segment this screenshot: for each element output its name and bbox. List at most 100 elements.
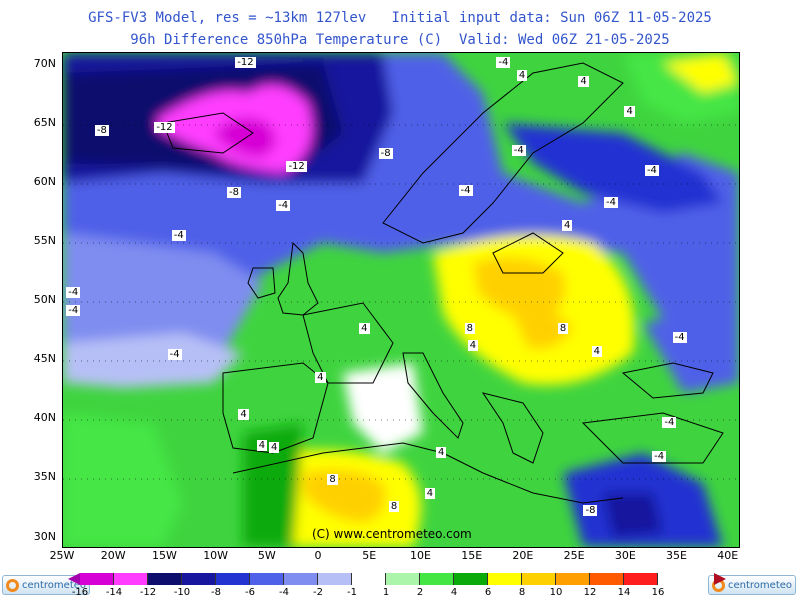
color-scale-tick-label: 8 [518, 587, 526, 598]
central-europe-orange-core [473, 257, 566, 323]
contour-label: -4 [662, 417, 677, 429]
contour-label: 8 [388, 501, 400, 512]
mediterranean-cold-pocket [343, 363, 423, 453]
brand-logo-left: centrometeo [2, 575, 90, 595]
longitude-label: 20W [100, 549, 126, 562]
field-shading [63, 53, 739, 547]
color-swatch [148, 573, 182, 585]
color-scale-tick-label: 6 [484, 587, 492, 598]
latitude-label: 70N [33, 56, 56, 70]
color-scale-tick-label: 10 [549, 587, 563, 598]
longitude-label: 30E [614, 549, 636, 562]
contour-label: 4 [359, 322, 370, 334]
longitude-label: 25W [49, 549, 75, 562]
color-scale-tick-label: -10 [173, 587, 191, 598]
warm-ring-west [63, 413, 183, 547]
coastline-black-sea [621, 362, 714, 399]
longitude-label: 20E [512, 549, 534, 562]
contour-label: -8 [583, 504, 598, 516]
color-swatch [522, 573, 556, 585]
contour-label: -4 [511, 145, 526, 157]
longitude-label: 10W [203, 549, 229, 562]
contour-label: -8 [378, 147, 393, 159]
brand-name-right: centrometeo [728, 579, 793, 591]
coastline-iceland [162, 112, 254, 154]
latitude-label: 45N [33, 352, 56, 366]
color-swatch [420, 573, 454, 585]
contour-label: 4 [269, 441, 280, 453]
color-swatch [114, 573, 148, 585]
color-scale-tick-label: -8 [211, 587, 221, 598]
warm-ring [243, 423, 303, 547]
contour-label: -4 [276, 199, 291, 211]
contour-label: 4 [561, 219, 573, 231]
latitude-label: 30N [33, 529, 56, 543]
contour-label: -4 [66, 287, 81, 299]
longitude-label: 35E [666, 549, 687, 562]
contour-label: -12 [154, 121, 175, 133]
contour-label: 4 [315, 372, 326, 384]
latitude-label: 50N [33, 293, 56, 307]
coastline-balkans-greece [481, 392, 544, 464]
longitude-label: 5E [362, 549, 377, 562]
latitude-label: 40N [33, 411, 56, 425]
longitude-label: 15W [151, 549, 177, 562]
color-scale-tick-label: 14 [617, 587, 631, 598]
scandinavia-yellow-pocket [663, 53, 739, 93]
color-swatch [590, 573, 624, 585]
color-scale-tick-label: 2 [416, 587, 424, 598]
color-scale-tick-label: -6 [245, 587, 255, 598]
latitude-label: 55N [33, 234, 56, 248]
longitude-label: 25E [563, 549, 585, 562]
color-scale-tick-label: 1 [382, 587, 390, 598]
map-canvas [63, 53, 739, 547]
color-swatch [182, 573, 216, 585]
coastline-turkey [581, 412, 724, 464]
color-scale-tick-label: 4 [450, 587, 458, 598]
east-europe-cold-pocket [503, 123, 723, 213]
coastline-france [302, 302, 394, 384]
longitude-label: 0 [314, 549, 322, 562]
contour-label: -4 [66, 304, 81, 316]
coastline-ireland [247, 267, 276, 299]
contour-label: 8 [327, 473, 338, 485]
contour-label: -8 [94, 125, 109, 137]
contour-label: -12 [235, 56, 256, 68]
coastline-north-africa [232, 442, 624, 504]
coastline-baltic [492, 232, 564, 274]
contour-label: 4 [467, 340, 479, 352]
title-line-1: GFS-FV3 Model, res = ~13km 127lev Initia… [88, 10, 712, 26]
latitude-label: 60N [33, 175, 56, 188]
color-swatch [318, 573, 352, 585]
color-scale-tick-label: -2 [313, 587, 323, 598]
contour-label: 4 [435, 446, 447, 458]
brand-logo-right: centrometeo [708, 575, 796, 595]
color-swatch [488, 573, 522, 585]
contour-label: -4 [171, 230, 186, 242]
coastline-scandinavia [382, 62, 624, 244]
north-africa-orange-core [303, 469, 386, 523]
coastline-italy [402, 352, 464, 439]
contour-label: -4 [458, 185, 473, 197]
coastline-iberia [222, 362, 329, 454]
black-sea-cold [643, 303, 739, 393]
color-swatch [556, 573, 590, 585]
contour-label: -4 [672, 332, 687, 343]
magenta-inner-core [213, 117, 276, 158]
contour-label: -4 [496, 56, 511, 68]
contour-label: -12 [286, 160, 307, 172]
legend-arrow-right-icon [714, 573, 726, 585]
contour-label: -4 [652, 451, 667, 463]
title-line-2: 96h Difference 850hPa Temperature (C) Va… [130, 32, 670, 48]
latitude-label: 35N [33, 470, 56, 484]
latitude-label: 65N [33, 115, 56, 129]
color-swatch [386, 573, 420, 585]
color-swatch [284, 573, 318, 585]
copyright-text: (C) www.centrometeo.com [312, 527, 472, 541]
contour-label: 4 [591, 346, 603, 358]
color-scale-tick-label: -1 [347, 587, 357, 598]
color-scale-tick-label: -16 [71, 587, 89, 598]
light-cold-atlantic [63, 233, 263, 373]
contour-label: 4 [424, 488, 436, 499]
contour-label: -4 [167, 348, 182, 360]
